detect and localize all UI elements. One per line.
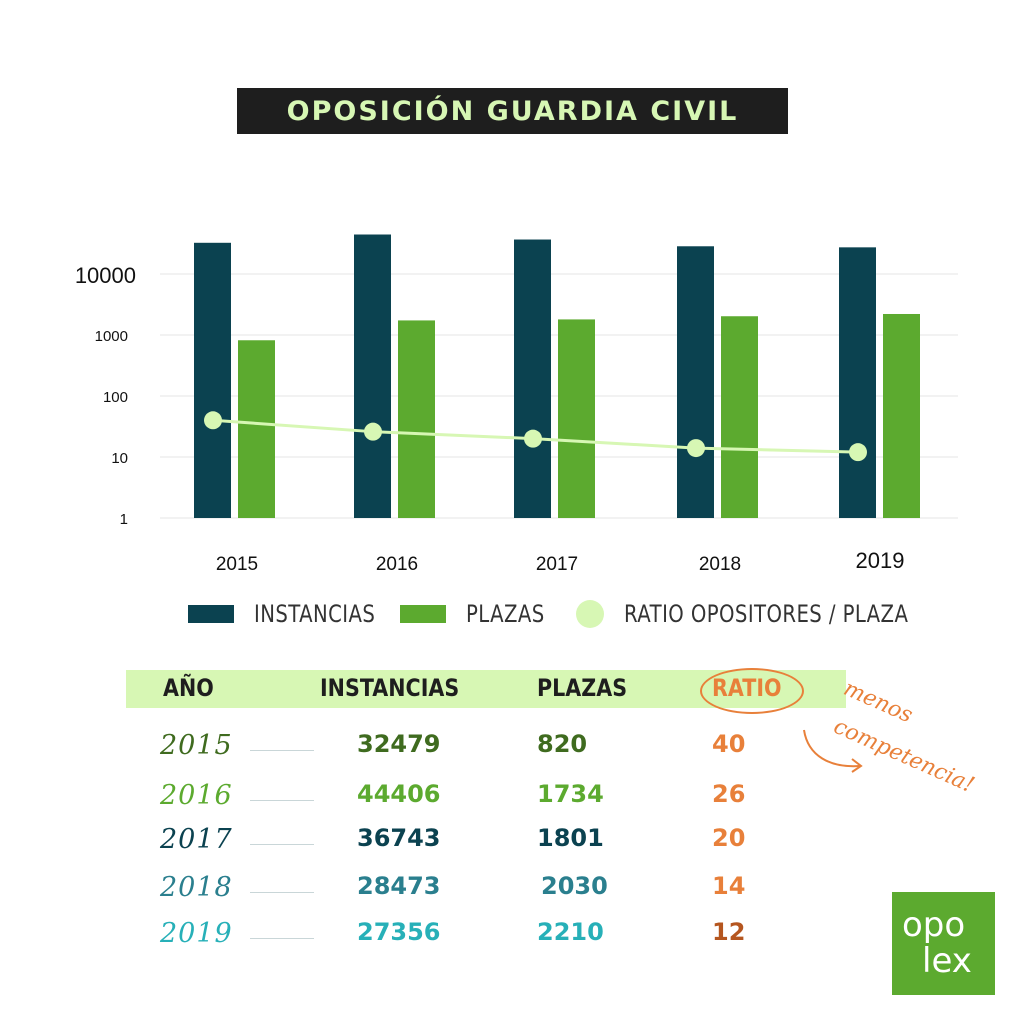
row-ratio: 12	[712, 918, 746, 946]
annotation-arrow-icon	[803, 729, 863, 773]
ratio-point	[687, 439, 705, 458]
x-tick-label: 2015	[216, 554, 258, 575]
bar-instancias	[677, 246, 714, 518]
table-header-instancias: INSTANCIAS	[320, 674, 460, 702]
legend-item-instancias: INSTANCIAS	[188, 600, 402, 628]
row-ratio: 26	[712, 780, 746, 808]
row-divider	[250, 892, 314, 893]
legend-swatch-plazas	[400, 605, 446, 623]
row-divider	[250, 800, 314, 801]
legend-label-instancias: INSTANCIAS	[254, 600, 376, 628]
table-row: 2015 32479 820 40	[0, 730, 1024, 770]
bar-plazas	[398, 320, 435, 518]
x-tick-label: 2018	[699, 554, 741, 575]
row-ratio: 20	[712, 824, 746, 852]
table-row: 2017 36743 1801 20	[0, 824, 1024, 864]
logo-text-bottom: lex	[922, 941, 972, 981]
row-year: 2017	[160, 824, 233, 855]
bar-plazas	[558, 319, 595, 518]
table-row: 2018 28473 2030 14	[0, 872, 1024, 912]
ratio-point	[364, 422, 382, 441]
row-year: 2015	[160, 730, 233, 761]
row-instancias: 44406	[357, 780, 441, 808]
row-plazas: 2030	[541, 872, 608, 900]
ratio-point	[524, 429, 542, 448]
row-plazas: 1801	[537, 824, 604, 852]
row-divider	[250, 938, 314, 939]
title-banner: OPOSICIÓN GUARDIA CIVIL	[237, 88, 788, 134]
row-plazas: 820	[537, 730, 588, 758]
x-tick-label: 2019	[856, 548, 905, 573]
row-year: 2016	[160, 780, 233, 811]
y-tick-label: 100	[103, 389, 128, 406]
row-divider	[250, 844, 314, 845]
opolex-logo: opo lex	[892, 892, 995, 995]
legend-item-plazas: PLAZAS	[400, 600, 562, 628]
ratio-circle-annotation	[700, 668, 804, 714]
ratio-point	[204, 411, 222, 430]
bar-instancias	[514, 239, 551, 518]
legend-swatch-instancias	[188, 605, 234, 623]
row-divider	[250, 750, 314, 751]
row-instancias: 28473	[357, 872, 441, 900]
chart-legend: INSTANCIAS PLAZAS RATIO OPOSITORES / PLA…	[0, 600, 1024, 640]
row-plazas: 1734	[537, 780, 604, 808]
x-tick-label: 2017	[536, 554, 578, 575]
bar-chart: 1 10 100 1000 10000 2015 2016 2017 2018 2019	[75, 234, 958, 575]
logo-text-top: opo	[902, 905, 966, 945]
legend-label-ratio: RATIO OPOSITORES / PLAZA	[624, 600, 909, 628]
table-row: 2019 27356 2210 12	[0, 918, 1024, 958]
y-tick-label: 1000	[95, 328, 128, 345]
table-row: 2016 44406 1734 26	[0, 780, 1024, 820]
x-tick-label: 2016	[376, 554, 418, 575]
bar-instancias	[354, 234, 391, 519]
bar-plazas	[238, 340, 275, 518]
legend-item-ratio: RATIO OPOSITORES / PLAZA	[576, 600, 971, 628]
bar-plazas	[721, 316, 758, 518]
row-plazas: 2210	[537, 918, 604, 946]
legend-dot-ratio	[576, 600, 604, 628]
table-header-year: AÑO	[163, 674, 214, 702]
row-instancias: 32479	[357, 730, 441, 758]
row-instancias: 36743	[357, 824, 441, 852]
row-ratio: 40	[712, 730, 746, 758]
row-year: 2018	[160, 872, 233, 903]
bar-instancias	[839, 247, 876, 519]
bar-plazas	[883, 313, 920, 518]
legend-label-plazas: PLAZAS	[466, 600, 545, 628]
bar-instancias	[194, 242, 231, 518]
ratio-point	[849, 443, 867, 462]
row-year: 2019	[160, 918, 233, 949]
table-header-plazas: PLAZAS	[537, 674, 628, 702]
y-tick-label: 10000	[75, 263, 136, 288]
row-ratio: 14	[712, 872, 746, 900]
row-instancias: 27356	[357, 918, 441, 946]
y-tick-label: 1	[120, 511, 128, 528]
y-tick-label: 10	[111, 450, 128, 467]
chart-title: OPOSICIÓN GUARDIA CIVIL	[286, 95, 739, 127]
